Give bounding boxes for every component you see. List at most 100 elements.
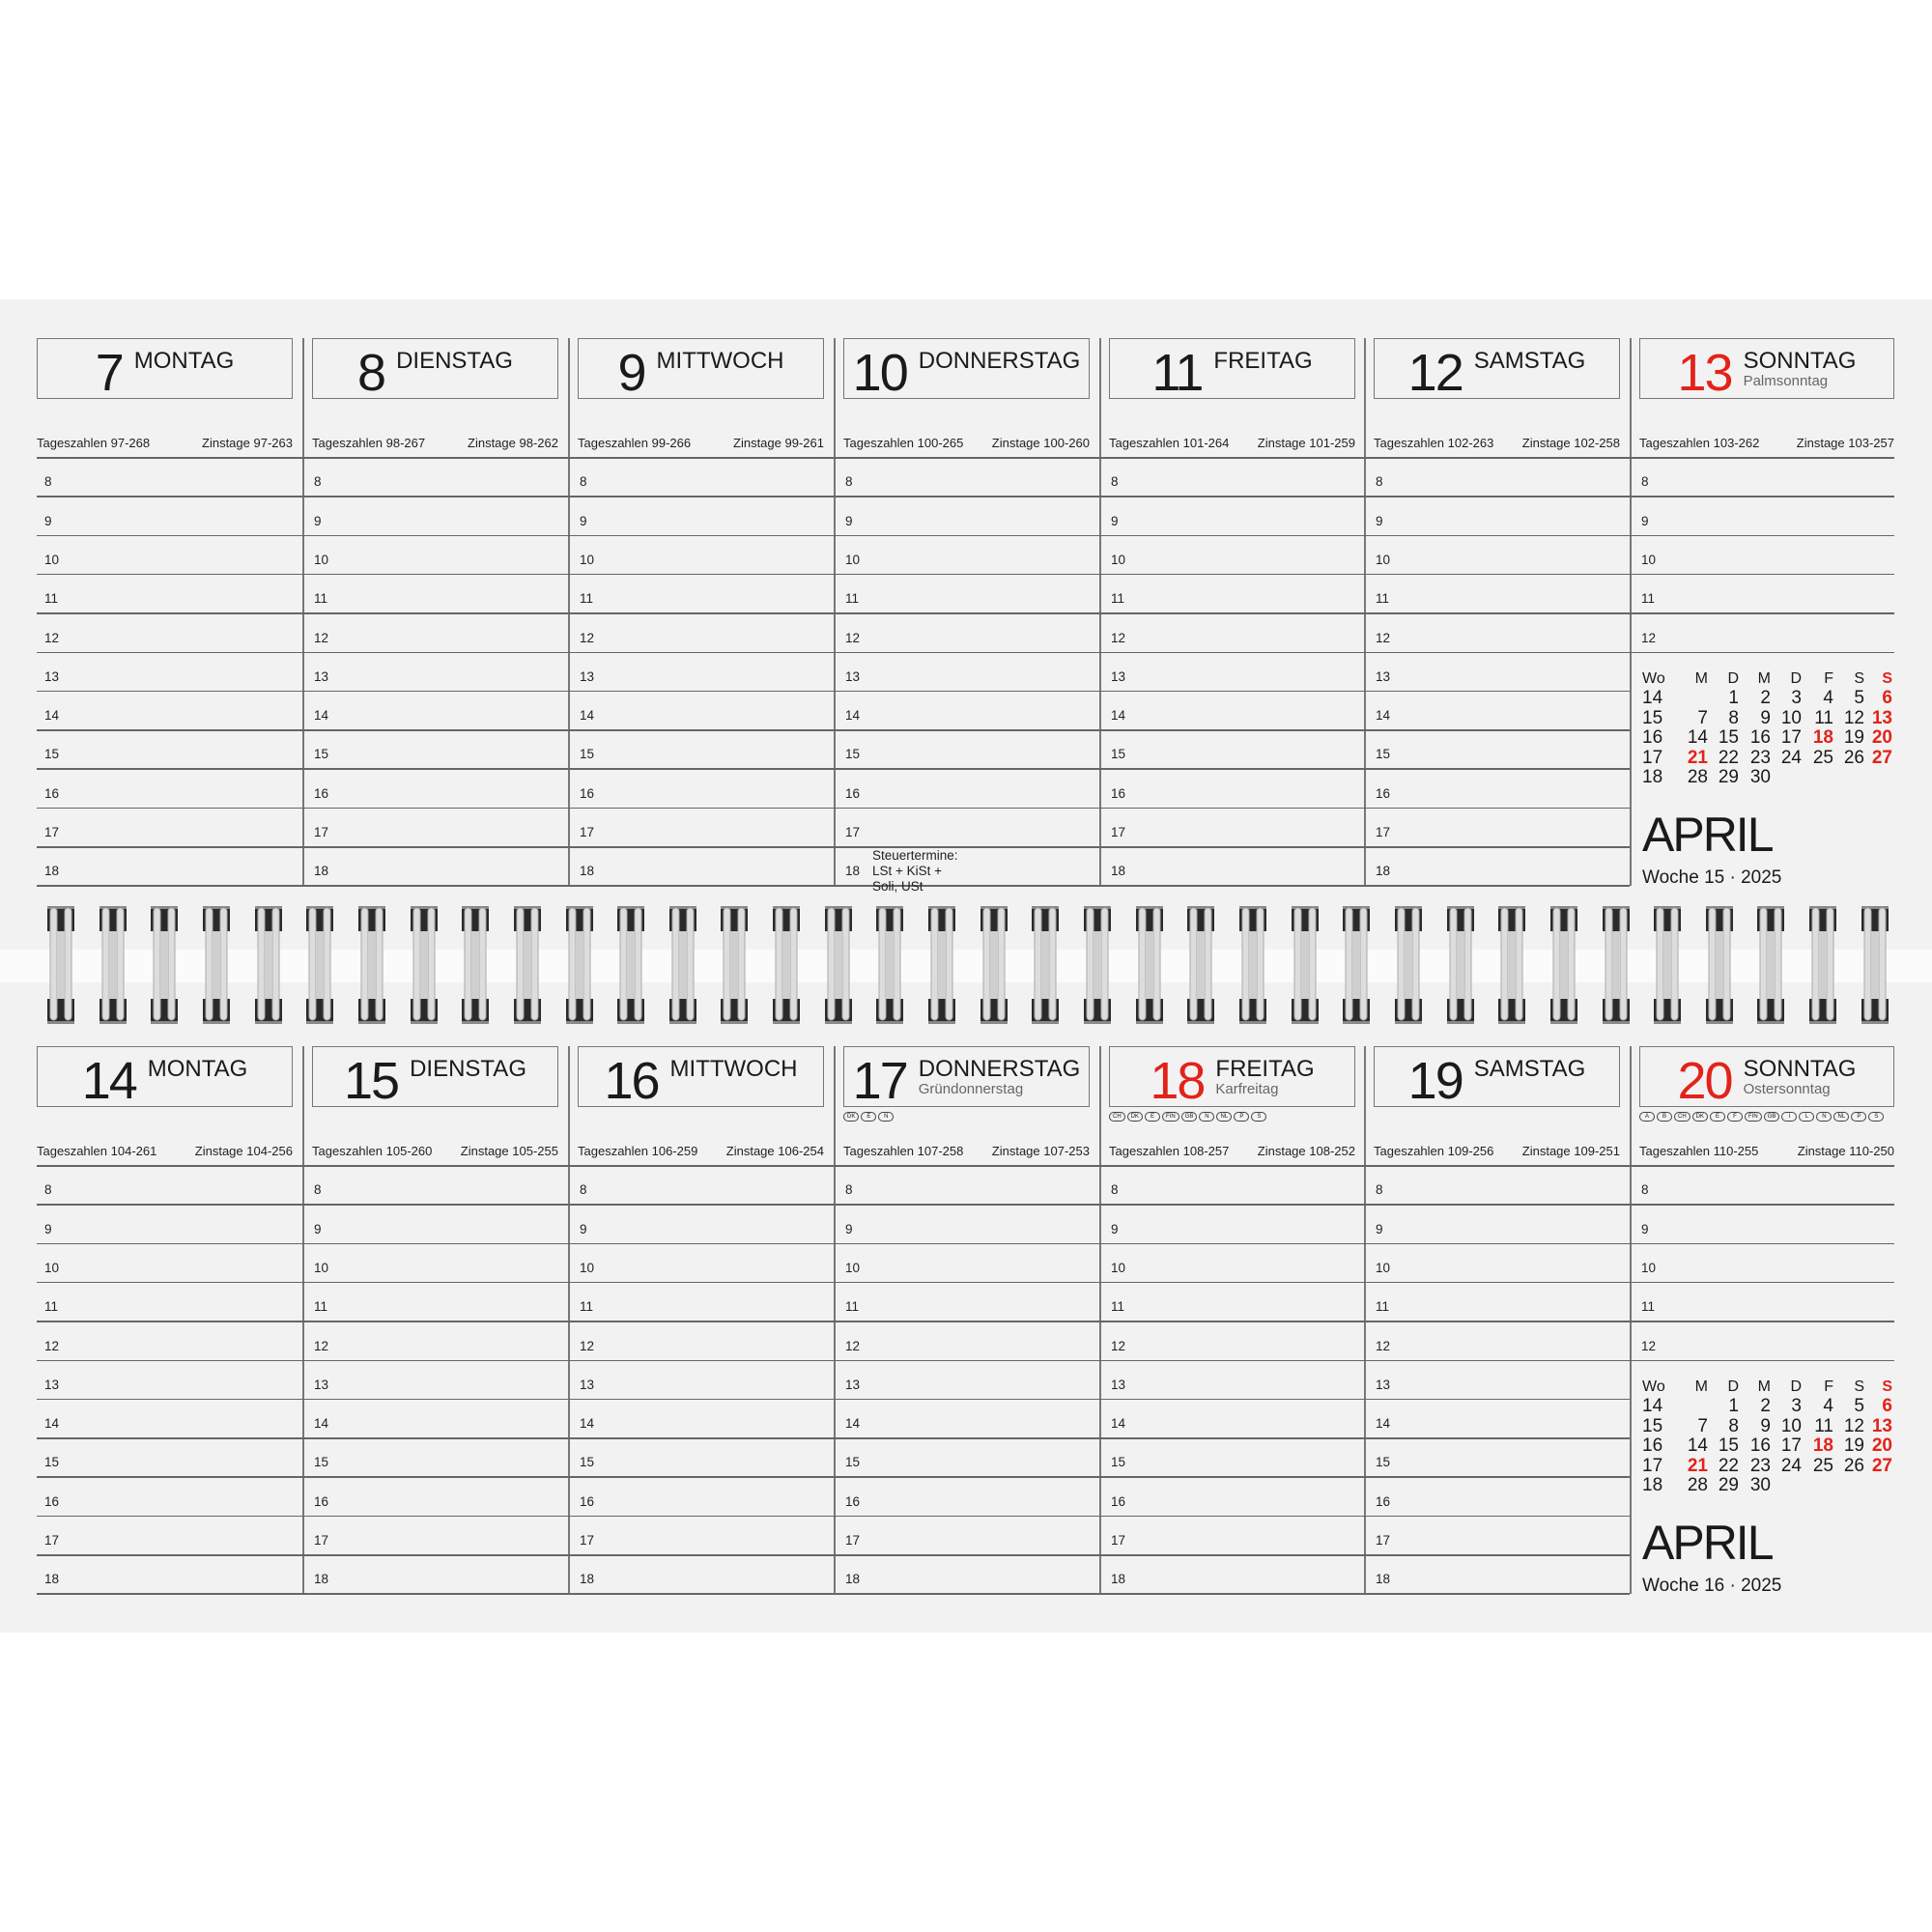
hour-slot-line[interactable] <box>568 1398 834 1401</box>
hour-slot-line[interactable] <box>834 1242 1099 1245</box>
hour-slot-line[interactable] <box>1099 1515 1364 1518</box>
day-header-7[interactable]: 7 MONTAG <box>37 338 293 399</box>
hour-slot-line[interactable] <box>1099 651 1364 653</box>
hour-slot-line[interactable] <box>834 768 1099 770</box>
mini-cal-date[interactable]: 28 <box>1687 767 1708 787</box>
hour-slot-line[interactable] <box>568 1437 834 1439</box>
mini-cal-date[interactable]: 30 <box>1749 767 1771 787</box>
mini-cal-date[interactable]: 18 <box>1812 1435 1833 1457</box>
hour-slot-line[interactable] <box>1364 885 1630 887</box>
mini-cal-date[interactable]: 25 <box>1812 747 1833 768</box>
hour-slot-line[interactable] <box>834 1359 1099 1361</box>
hour-slot-line[interactable] <box>834 807 1099 810</box>
hour-slot-line[interactable] <box>1630 496 1894 497</box>
hour-slot-line[interactable] <box>1364 1359 1630 1361</box>
hour-slot-line[interactable] <box>1099 690 1364 693</box>
hour-slot-line[interactable] <box>568 1359 834 1361</box>
hour-slot-line[interactable] <box>1099 1476 1364 1478</box>
day-header-10[interactable]: 10 DONNERSTAG <box>843 338 1090 399</box>
hour-slot-line[interactable] <box>1364 1593 1630 1595</box>
mini-cal-date[interactable]: 29 <box>1718 1475 1739 1495</box>
mini-cal-date[interactable]: 28 <box>1687 1475 1708 1495</box>
mini-cal-date[interactable]: 15 <box>1718 1435 1739 1457</box>
hour-slot-line[interactable] <box>1099 885 1364 887</box>
hour-slot-line[interactable] <box>1099 1281 1364 1284</box>
day-header-18[interactable]: 18 FREITAG Karfreitag <box>1109 1046 1355 1107</box>
hour-slot-line[interactable] <box>568 1321 834 1322</box>
mini-cal-date[interactable]: 22 <box>1718 747 1739 768</box>
mini-cal-date[interactable]: 25 <box>1812 1455 1833 1476</box>
hour-slot-line[interactable] <box>568 1281 834 1284</box>
mini-cal-date[interactable]: 24 <box>1780 1455 1802 1476</box>
mini-cal-date[interactable]: 15 <box>1718 727 1739 749</box>
hour-slot-line[interactable] <box>37 729 302 731</box>
hour-slot-line[interactable] <box>834 885 1099 887</box>
hour-slot-line[interactable] <box>1099 1242 1364 1245</box>
mini-cal-date[interactable]: 5 <box>1854 1396 1864 1417</box>
hour-slot-line[interactable] <box>568 846 834 848</box>
hour-slot-line[interactable] <box>37 690 302 693</box>
hour-slot-line[interactable] <box>1364 1515 1630 1518</box>
hour-slot-line[interactable] <box>302 573 568 576</box>
mini-cal-date[interactable]: 18 <box>1812 727 1833 749</box>
hour-slot-line[interactable] <box>834 612 1099 614</box>
mini-cal-date[interactable]: 14 <box>1687 727 1708 749</box>
hour-slot-line[interactable] <box>568 651 834 653</box>
mini-cal-date[interactable]: 8 <box>1728 707 1739 728</box>
hour-slot-line[interactable] <box>1099 846 1364 848</box>
hour-slot-line[interactable] <box>834 690 1099 693</box>
hour-slot-line[interactable] <box>1099 1554 1364 1556</box>
hour-slot-line[interactable] <box>37 1593 302 1595</box>
mini-cal-date[interactable]: 23 <box>1749 1455 1771 1476</box>
hour-slot-line[interactable] <box>37 612 302 614</box>
hour-slot-line[interactable] <box>302 496 568 497</box>
hour-slot-line[interactable] <box>302 807 568 810</box>
hour-slot-line[interactable] <box>1364 496 1630 497</box>
mini-cal-date[interactable]: 13 <box>1871 1415 1892 1436</box>
hour-slot-line[interactable] <box>302 1359 568 1361</box>
mini-cal-date[interactable]: 9 <box>1760 707 1771 728</box>
hour-slot-line[interactable] <box>302 690 568 693</box>
hour-slot-line[interactable] <box>302 1437 568 1439</box>
mini-cal-date[interactable]: 7 <box>1697 1415 1708 1436</box>
mini-cal-date[interactable]: 3 <box>1791 1396 1802 1417</box>
hour-slot-line[interactable] <box>568 534 834 537</box>
mini-cal-date[interactable]: 6 <box>1882 1396 1892 1417</box>
hour-slot-line[interactable] <box>37 1554 302 1556</box>
mini-cal-date[interactable]: 17 <box>1780 1435 1802 1457</box>
hour-slot-line[interactable] <box>834 1515 1099 1518</box>
hour-slot-line[interactable] <box>37 1437 302 1439</box>
hour-slot-line[interactable] <box>37 1515 302 1518</box>
hour-slot-line[interactable] <box>1364 807 1630 810</box>
mini-cal-date[interactable]: 22 <box>1718 1455 1739 1476</box>
hour-slot-line[interactable] <box>1099 1359 1364 1361</box>
hour-slot-line[interactable] <box>302 1281 568 1284</box>
mini-cal-date[interactable]: 21 <box>1687 1455 1708 1476</box>
mini-cal-date[interactable]: 8 <box>1728 1415 1739 1436</box>
hour-slot-line[interactable] <box>1364 1398 1630 1401</box>
mini-cal-date[interactable]: 9 <box>1760 1415 1771 1436</box>
mini-cal-date[interactable]: 1 <box>1728 1396 1739 1417</box>
hour-slot-line[interactable] <box>302 729 568 731</box>
hour-slot-line[interactable] <box>37 807 302 810</box>
day-header-20[interactable]: 20 SONNTAG Ostersonntag <box>1639 1046 1894 1107</box>
day-header-16[interactable]: 16 MITTWOCH <box>578 1046 824 1107</box>
hour-slot-line[interactable] <box>834 1321 1099 1322</box>
hour-slot-line[interactable] <box>1364 768 1630 770</box>
mini-cal-date[interactable]: 19 <box>1843 727 1864 749</box>
day-header-12[interactable]: 12 SAMSTAG <box>1374 338 1620 399</box>
mini-cal-date[interactable]: 14 <box>1687 1435 1708 1457</box>
day-header-11[interactable]: 11 FREITAG <box>1109 338 1355 399</box>
hour-slot-line[interactable] <box>568 612 834 614</box>
mini-cal-date[interactable]: 13 <box>1871 707 1892 728</box>
hour-slot-line[interactable] <box>37 534 302 537</box>
mini-cal-date[interactable]: 21 <box>1687 747 1708 768</box>
day-header-15[interactable]: 15 DIENSTAG <box>312 1046 558 1107</box>
hour-slot-line[interactable] <box>1099 768 1364 770</box>
hour-slot-line[interactable] <box>1630 1281 1894 1284</box>
mini-cal-date[interactable]: 16 <box>1749 727 1771 749</box>
hour-slot-line[interactable] <box>1364 1437 1630 1439</box>
hour-slot-line[interactable] <box>302 1321 568 1322</box>
hour-slot-line[interactable] <box>568 807 834 810</box>
hour-slot-line[interactable] <box>568 496 834 497</box>
